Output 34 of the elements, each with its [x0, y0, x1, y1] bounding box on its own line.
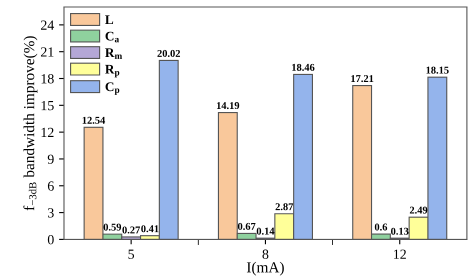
data-label: 14.19 — [216, 102, 240, 110]
y-axis-title: f$_{−3dB}$ bandwidth improve(%) — [23, 36, 38, 210]
y-tick-label: 3 — [48, 208, 54, 218]
data-label: 0.6 — [374, 224, 388, 231]
legend-label: R$_{m}$ — [105, 48, 122, 59]
data-label: 0.67 — [238, 222, 256, 230]
data-label: 0.59 — [104, 224, 122, 231]
x-tick-label: 5 — [128, 250, 134, 259]
y-tick-label: 12 — [42, 128, 54, 137]
data-label: 18.15 — [426, 66, 449, 74]
y-tick-label: 24 — [40, 20, 54, 30]
data-label: 2.49 — [410, 206, 428, 214]
data-label: 20.02 — [157, 50, 180, 57]
data-label: 18.46 — [292, 64, 314, 71]
y-tick-label: 9 — [48, 154, 54, 164]
y-tick-label: 18 — [42, 74, 54, 84]
legend-label: R$_{p}$ — [105, 64, 120, 78]
data-label: 0.27 — [122, 226, 140, 234]
data-label: 12.54 — [82, 116, 106, 124]
x-tick-label: 8 — [262, 250, 268, 259]
data-label: 17.21 — [351, 75, 374, 82]
y-tick-label: 15 — [42, 100, 54, 110]
y-tick-label: 0 — [48, 234, 54, 244]
data-label: 0.13 — [391, 228, 408, 235]
y-tick-label: 21 — [40, 47, 54, 57]
x-tick-label: 12 — [394, 250, 406, 259]
data-label: 0.14 — [256, 228, 274, 235]
legend-label: C$_{a}$ — [106, 32, 120, 42]
y-tick-label: 6 — [48, 181, 54, 191]
legend-label: L — [105, 15, 114, 24]
x-axis-title: I(mA) — [246, 262, 284, 276]
data-label: 2.87 — [276, 203, 294, 210]
data-label: 0.41 — [141, 225, 159, 232]
legend-label: C$_{p}$ — [106, 82, 120, 95]
